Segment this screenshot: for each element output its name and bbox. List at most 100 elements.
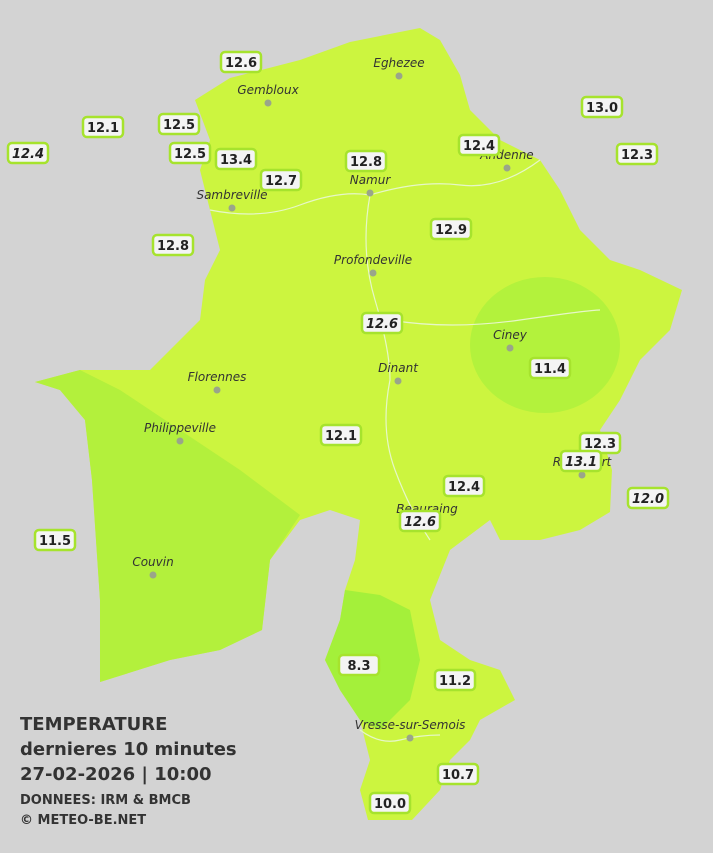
station-box xyxy=(6,141,50,165)
station-box xyxy=(344,149,388,173)
city-dot xyxy=(406,734,414,742)
city-dot xyxy=(369,269,377,277)
station-value: 12.5 xyxy=(174,147,206,162)
station: 11.4 xyxy=(528,356,572,380)
city-label: Profondeville xyxy=(334,253,412,267)
station-box xyxy=(157,112,201,136)
city-dot xyxy=(503,164,511,172)
station-box xyxy=(442,474,486,498)
station-box xyxy=(360,311,404,335)
warm-zone xyxy=(470,277,620,413)
station-box xyxy=(559,449,603,473)
station: 10.0 xyxy=(368,791,412,815)
rivers xyxy=(209,159,601,742)
station-value: 11.2 xyxy=(439,674,471,689)
station-box xyxy=(219,50,263,74)
station-value: 13.1 xyxy=(565,455,597,470)
city-label: Namur xyxy=(350,173,392,187)
station: 13.1 xyxy=(559,449,603,473)
station-box xyxy=(168,141,212,165)
city-dot xyxy=(506,344,514,352)
station-box xyxy=(151,233,195,257)
station-value: 12.4 xyxy=(463,139,495,154)
station: 12.4 xyxy=(457,133,501,157)
station-box xyxy=(33,528,77,552)
city-label: Gembloux xyxy=(237,83,299,97)
station-value: 12.6 xyxy=(404,515,436,530)
station-value: 12.8 xyxy=(157,239,189,254)
station: 11.2 xyxy=(433,668,477,692)
station: 10.7 xyxy=(436,762,480,786)
station: 12.6 xyxy=(360,311,404,335)
station: 13.4 xyxy=(214,147,258,171)
station: 12.3 xyxy=(615,142,659,166)
station-value: 12.4 xyxy=(12,147,44,162)
city-dot xyxy=(176,437,184,445)
station: 12.8 xyxy=(344,149,388,173)
city-label: Vresse-sur-Semois xyxy=(355,718,466,732)
city-dot xyxy=(394,377,402,385)
station: 12.6 xyxy=(219,50,263,74)
legend-line: TEMPERATURE xyxy=(20,714,167,735)
city-label: Philippeville xyxy=(144,421,216,435)
station-value: 13.4 xyxy=(220,153,252,168)
city-label: Florennes xyxy=(188,370,247,384)
city-dot xyxy=(228,204,236,212)
station: 12.1 xyxy=(81,115,125,139)
station-box xyxy=(337,653,381,677)
station-value: 12.3 xyxy=(621,148,653,163)
station-value: 12.8 xyxy=(350,155,382,170)
station: 12.4 xyxy=(442,474,486,498)
city-label: Dinant xyxy=(378,361,419,375)
legend-line: dernieres 10 minutes xyxy=(20,739,237,760)
station: 13.0 xyxy=(580,95,624,119)
city-dot xyxy=(264,99,272,107)
station-value: 12.6 xyxy=(366,317,398,332)
city-label: Couvin xyxy=(132,555,173,569)
station: 12.6 xyxy=(398,509,442,533)
city-label: Ciney xyxy=(493,328,528,342)
station-value: 12.9 xyxy=(435,223,467,238)
station: 12.3 xyxy=(578,431,622,455)
station-value: 11.4 xyxy=(534,362,566,377)
station-value: 12.3 xyxy=(584,437,616,452)
station: 12.1 xyxy=(319,423,363,447)
station-box xyxy=(528,356,572,380)
city-dot xyxy=(366,189,374,197)
station-value: 12.4 xyxy=(448,480,480,495)
city-dot xyxy=(149,571,157,579)
city-label: Eghezee xyxy=(373,56,424,70)
station-value: 12.1 xyxy=(325,429,357,444)
station-value: 12.1 xyxy=(87,121,119,136)
station-value: 11.5 xyxy=(39,534,71,549)
city-dot xyxy=(395,72,403,80)
station-box xyxy=(436,762,480,786)
station-box xyxy=(81,115,125,139)
station-value: 8.3 xyxy=(347,659,370,674)
station: 12.8 xyxy=(151,233,195,257)
station: 8.3 xyxy=(337,653,381,677)
station-value: 12.7 xyxy=(265,174,297,189)
station-value: 12.0 xyxy=(632,492,664,507)
station: 12.0 xyxy=(626,486,670,510)
station-box xyxy=(580,95,624,119)
station-box xyxy=(398,509,442,533)
station-value: 12.5 xyxy=(163,118,195,133)
station-value: 10.7 xyxy=(442,768,474,783)
station-value: 12.6 xyxy=(225,56,257,71)
station-box xyxy=(457,133,501,157)
station-box xyxy=(615,142,659,166)
station: 12.5 xyxy=(157,112,201,136)
station: 11.5 xyxy=(33,528,77,552)
city-dot xyxy=(578,471,586,479)
station: 12.4 xyxy=(6,141,50,165)
station: 12.9 xyxy=(429,217,473,241)
station-value: 13.0 xyxy=(586,101,618,116)
station: 12.5 xyxy=(168,141,212,165)
city-dot xyxy=(213,386,221,394)
station-box xyxy=(433,668,477,692)
legend-line: DONNEES: IRM & BMCB xyxy=(20,793,191,808)
legend-line: 27-02-2026 | 10:00 xyxy=(20,764,212,785)
station: 12.7 xyxy=(259,168,303,192)
station-box xyxy=(368,791,412,815)
